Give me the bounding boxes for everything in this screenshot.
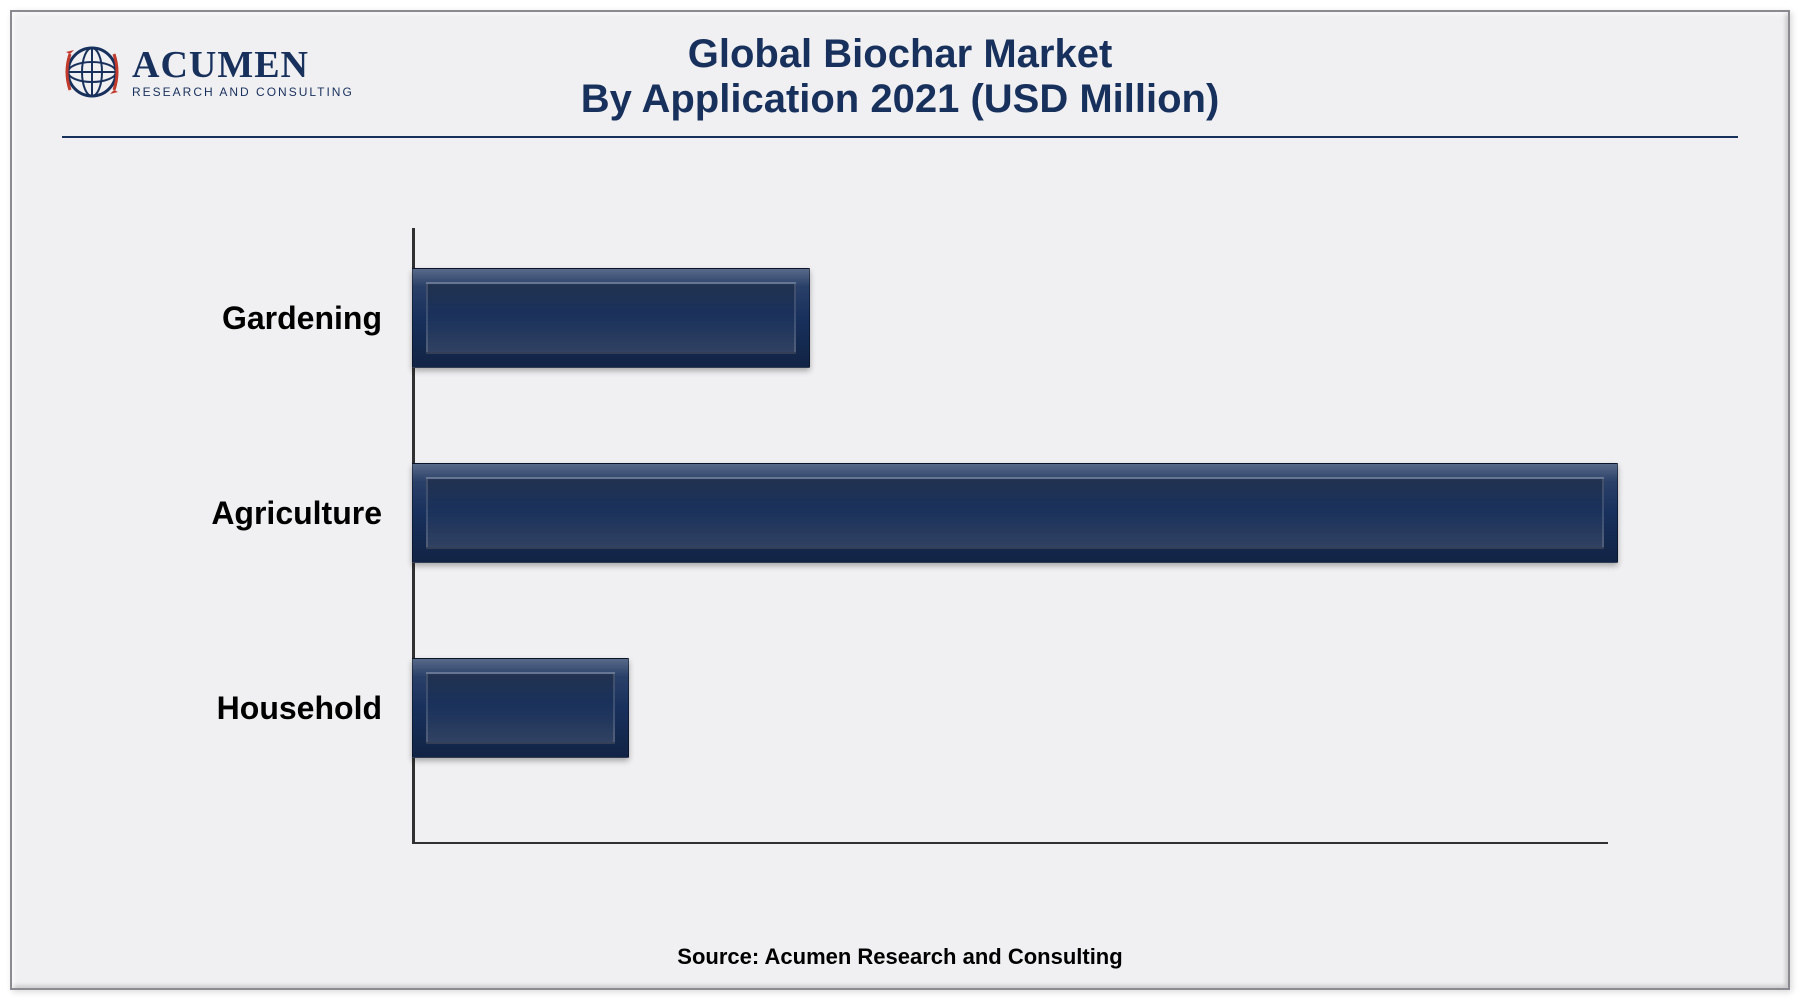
bar-container <box>402 648 1608 768</box>
logo-text: ACUMEN RESEARCH AND CONSULTING <box>132 46 354 98</box>
x-axis <box>412 842 1608 844</box>
globe-icon <box>62 42 122 102</box>
bar-agriculture <box>412 463 1618 563</box>
bar-container <box>402 258 1608 378</box>
bar-row: Gardening <box>132 258 1608 378</box>
category-label: Gardening <box>132 300 402 337</box>
header: ACUMEN RESEARCH AND CONSULTING Global Bi… <box>12 12 1788 122</box>
bar-row: Agriculture <box>132 453 1608 573</box>
source-footer: Source: Acumen Research and Consulting <box>12 944 1788 988</box>
axis-tick <box>412 228 415 240</box>
bar-inner <box>426 477 1604 549</box>
category-label: Agriculture <box>132 495 402 532</box>
bar-chart: Gardening Agriculture <box>132 198 1668 904</box>
bar-inner <box>426 672 615 744</box>
category-label: Household <box>132 690 402 727</box>
bar-household <box>412 658 629 758</box>
bar-inner <box>426 282 796 354</box>
logo-sub: RESEARCH AND CONSULTING <box>132 86 354 98</box>
bar-container <box>402 453 1608 573</box>
chart-panel: ACUMEN RESEARCH AND CONSULTING Global Bi… <box>10 10 1790 990</box>
bar-gardening <box>412 268 810 368</box>
chart-area: Gardening Agriculture <box>12 138 1788 944</box>
bar-row: Household <box>132 648 1608 768</box>
logo-main: ACUMEN <box>132 46 354 84</box>
logo: ACUMEN RESEARCH AND CONSULTING <box>62 42 354 102</box>
